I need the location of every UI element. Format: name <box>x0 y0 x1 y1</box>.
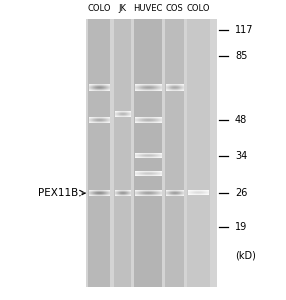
Bar <box>88 19 110 287</box>
Bar <box>134 19 162 287</box>
Text: (kD): (kD) <box>235 250 256 260</box>
Text: 85: 85 <box>235 51 247 62</box>
Text: 26: 26 <box>235 188 247 198</box>
Text: COS: COS <box>166 4 183 13</box>
Bar <box>187 19 210 287</box>
Text: 19: 19 <box>235 222 247 232</box>
Text: 34: 34 <box>235 151 247 161</box>
Text: 117: 117 <box>235 25 254 34</box>
Text: JK: JK <box>119 4 127 13</box>
Bar <box>86 19 217 287</box>
Bar <box>165 19 184 287</box>
Text: COLO: COLO <box>186 4 210 13</box>
Text: PEX11B: PEX11B <box>37 188 78 198</box>
Text: HUVEC: HUVEC <box>133 4 163 13</box>
Text: 48: 48 <box>235 115 247 125</box>
Text: COLO: COLO <box>87 4 111 13</box>
Bar <box>114 19 131 287</box>
